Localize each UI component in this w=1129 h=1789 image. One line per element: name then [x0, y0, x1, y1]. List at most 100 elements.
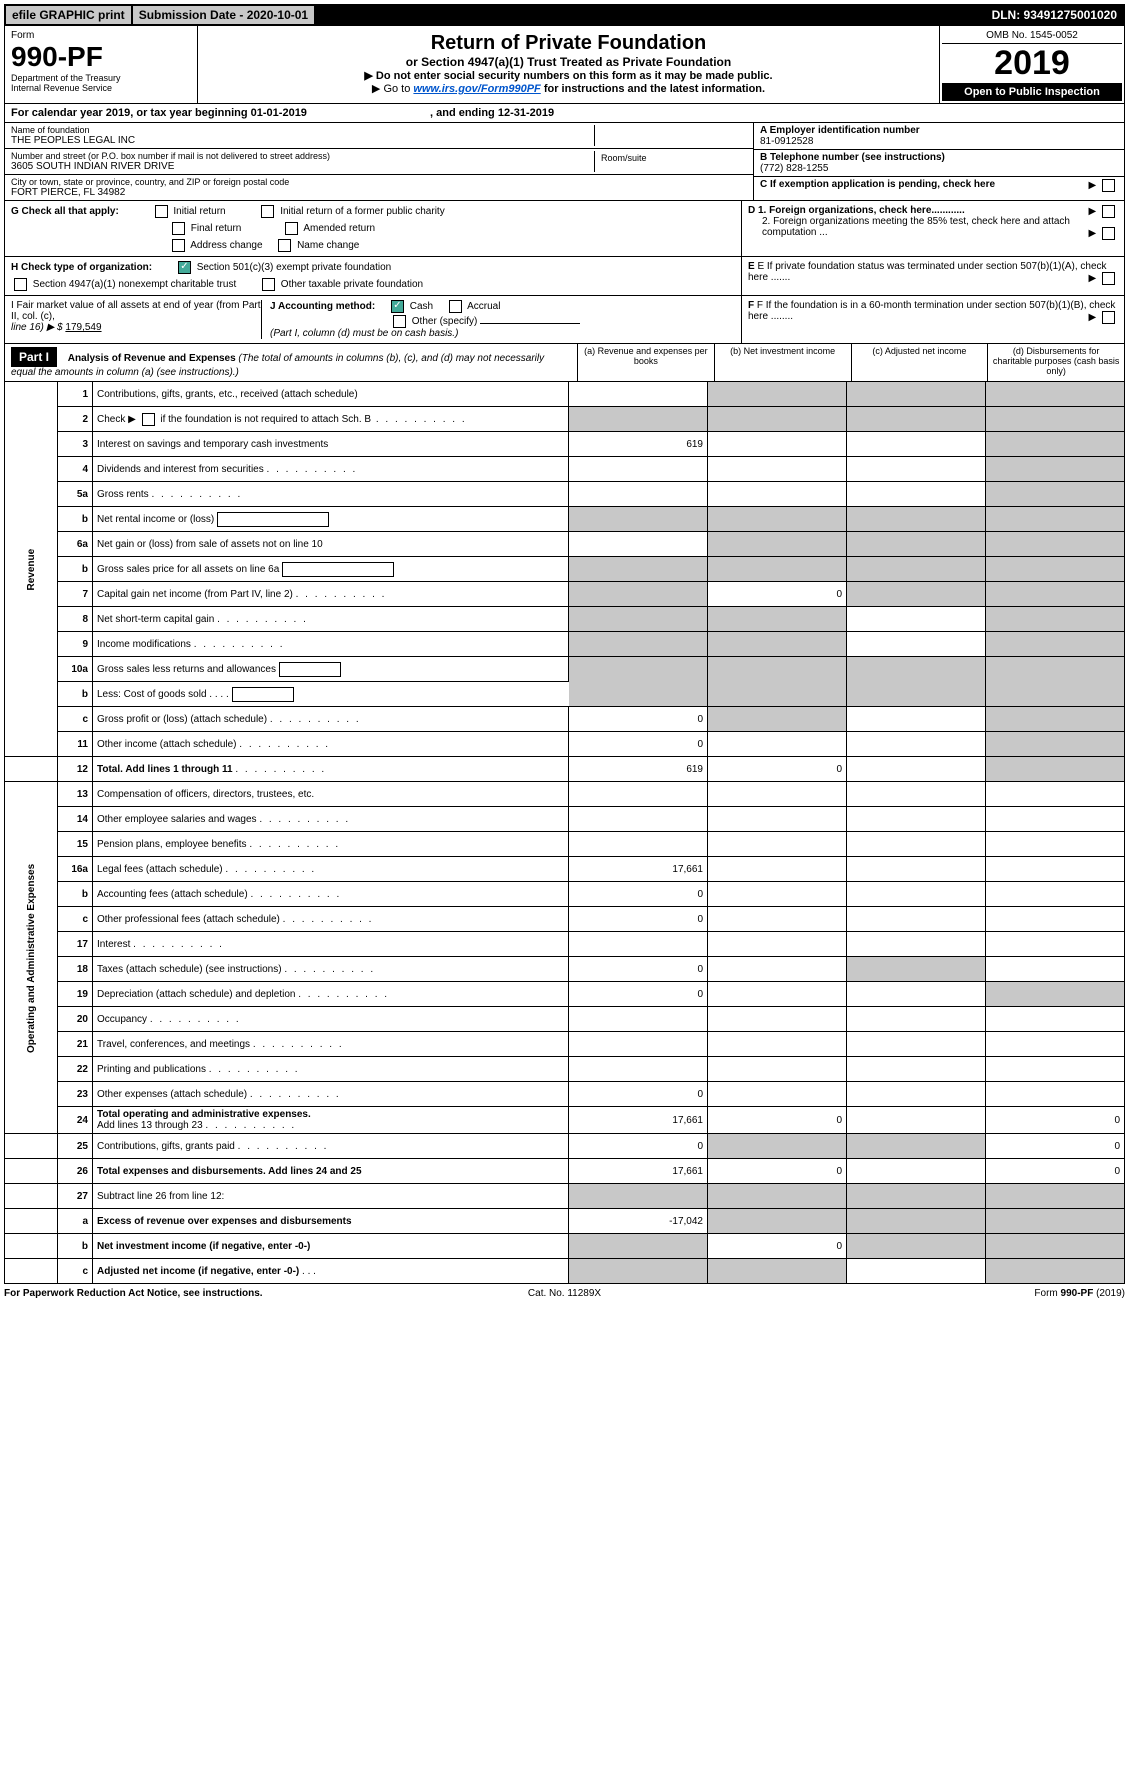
row-27a: Excess of revenue over expenses and disb… [93, 1209, 569, 1234]
form-id-block: Form 990-PF Department of the Treasury I… [5, 26, 198, 103]
v25d: 0 [986, 1134, 1125, 1159]
v10c-a: 0 [569, 707, 708, 732]
e-label: E If private foundation status was termi… [748, 261, 1107, 283]
foundation-name: THE PEOPLES LEGAL INC [11, 135, 594, 146]
j-other[interactable] [393, 315, 406, 328]
row-27b: Net investment income (if negative, ente… [93, 1234, 569, 1259]
h-other-taxable[interactable] [262, 278, 275, 291]
r8-text: Net short-term capital gain [97, 614, 214, 625]
r10c-text: Gross profit or (loss) (attach schedule) [97, 714, 267, 725]
form-subtitle: or Section 4947(a)(1) Trust Treated as P… [208, 55, 929, 69]
omb-number: OMB No. 1545-0052 [942, 28, 1122, 44]
col-c-header: (c) Adjusted net income [852, 344, 989, 381]
form-link[interactable]: www.irs.gov/Form990PF [413, 83, 540, 95]
row-7: Capital gain net income (from Part IV, l… [93, 582, 569, 607]
form-title-block: Return of Private Foundation or Section … [198, 26, 939, 103]
note-1: ▶ Do not enter social security numbers o… [208, 69, 929, 82]
f-checkbox[interactable] [1102, 311, 1115, 324]
ein-value: 81-0912528 [760, 136, 1118, 147]
r4-text: Dividends and interest from securities [97, 464, 264, 475]
g-initial-former[interactable] [261, 205, 274, 218]
d1-checkbox[interactable] [1102, 205, 1115, 218]
h-501c3[interactable] [178, 261, 191, 274]
part1-label: Part I [11, 347, 57, 367]
revenue-section-label: Revenue [5, 382, 58, 757]
v3a: 619 [569, 432, 708, 457]
i-label1: I Fair market value of all assets at end… [11, 300, 261, 322]
cal-prefix: For calendar year 2019, or tax year begi… [11, 107, 251, 119]
row-14: Other employee salaries and wages [93, 807, 569, 832]
i-value: 179,549 [65, 322, 101, 333]
row-20: Occupancy [93, 1007, 569, 1032]
top-bar: efile GRAPHIC print Submission Date - 20… [4, 4, 1125, 26]
d2-checkbox[interactable] [1102, 227, 1115, 240]
h-4947[interactable] [14, 278, 27, 291]
footer-left: For Paperwork Reduction Act Notice, see … [4, 1288, 378, 1299]
dln-label: DLN: 93491275001020 [986, 6, 1123, 24]
col-d-header: (d) Disbursements for charitable purpose… [988, 344, 1124, 381]
j-label: J Accounting method: [270, 301, 375, 312]
row-22: Printing and publications [93, 1057, 569, 1082]
h-o1: Section 501(c)(3) exempt private foundat… [197, 262, 392, 273]
r6b-text: Gross sales price for all assets on line… [97, 564, 279, 575]
foundation-city: FORT PIERCE, FL 34982 [11, 187, 747, 198]
g-label: G Check all that apply: [11, 206, 119, 217]
r19-text: Depreciation (attach schedule) and deple… [97, 989, 295, 1000]
phone-value: (772) 828-1255 [760, 163, 1118, 174]
r2-pre: Check ▶ [97, 414, 139, 425]
v23a: 0 [569, 1082, 708, 1107]
r15-text: Pension plans, employee benefits [97, 839, 247, 850]
dept-label: Department of the Treasury [11, 73, 191, 83]
irs-label: Internal Revenue Service [11, 83, 191, 93]
r27b-text: Net investment income (if negative, ente… [97, 1241, 310, 1252]
g-initial-return[interactable] [155, 205, 168, 218]
r24b-text: Add lines 13 through 23 [97, 1120, 203, 1131]
r26-text: Total expenses and disbursements. Add li… [97, 1166, 362, 1177]
c-checkbox[interactable] [1102, 179, 1115, 192]
r10a-text: Gross sales less returns and allowances [97, 664, 276, 675]
j-cash-label: Cash [410, 301, 433, 312]
note2-pre: ▶ Go to [372, 83, 413, 95]
r9-text: Income modifications [97, 639, 191, 650]
g-o2: Initial return of a former public charit… [280, 206, 445, 217]
name-label: Name of foundation [11, 125, 594, 135]
row-11: Other income (attach schedule) [93, 732, 569, 757]
v27b-b: 0 [708, 1234, 847, 1259]
v7b: 0 [708, 582, 847, 607]
form-number: 990-PF [11, 41, 191, 73]
row-1: Contributions, gifts, grants, etc., rece… [93, 382, 569, 407]
g-final-return[interactable] [172, 222, 185, 235]
j-cash[interactable] [391, 300, 404, 313]
row-16c: Other professional fees (attach schedule… [93, 907, 569, 932]
v24b: 0 [708, 1107, 847, 1134]
r16c-text: Other professional fees (attach schedule… [97, 914, 280, 925]
g-o1: Initial return [173, 206, 225, 217]
g-name-change[interactable] [278, 239, 291, 252]
ein-label: A Employer identification number [760, 125, 1118, 136]
j-accrual-label: Accrual [467, 301, 500, 312]
r2-checkbox[interactable] [142, 413, 155, 426]
e-checkbox[interactable] [1102, 272, 1115, 285]
efile-label[interactable]: efile GRAPHIC print [6, 6, 131, 24]
row-5b: Net rental income or (loss) [93, 507, 569, 532]
g-address-change[interactable] [172, 239, 185, 252]
r5b-text: Net rental income or (loss) [97, 514, 214, 525]
r2-post: if the foundation is not required to att… [158, 414, 371, 425]
tax-year: 2019 [942, 44, 1122, 83]
j-accrual[interactable] [449, 300, 462, 313]
r7-text: Capital gain net income (from Part IV, l… [97, 589, 293, 600]
r27c-text: Adjusted net income (if negative, enter … [97, 1266, 299, 1277]
col-b-header: (b) Net investment income [715, 344, 852, 381]
row-10b: Less: Cost of goods sold . . . . [93, 682, 569, 707]
c-label: C If exemption application is pending, c… [760, 179, 995, 190]
row-6b: Gross sales price for all assets on line… [93, 557, 569, 582]
g-amended[interactable] [285, 222, 298, 235]
check-section-2: H Check type of organization: Section 50… [4, 257, 1125, 296]
v24a: 17,661 [569, 1107, 708, 1134]
row-27c: Adjusted net income (if negative, enter … [93, 1259, 569, 1284]
r21-text: Travel, conferences, and meetings [97, 1039, 250, 1050]
v26a: 17,661 [569, 1159, 708, 1184]
row-21: Travel, conferences, and meetings [93, 1032, 569, 1057]
form-label: Form [11, 30, 191, 41]
v25a: 0 [569, 1134, 708, 1159]
